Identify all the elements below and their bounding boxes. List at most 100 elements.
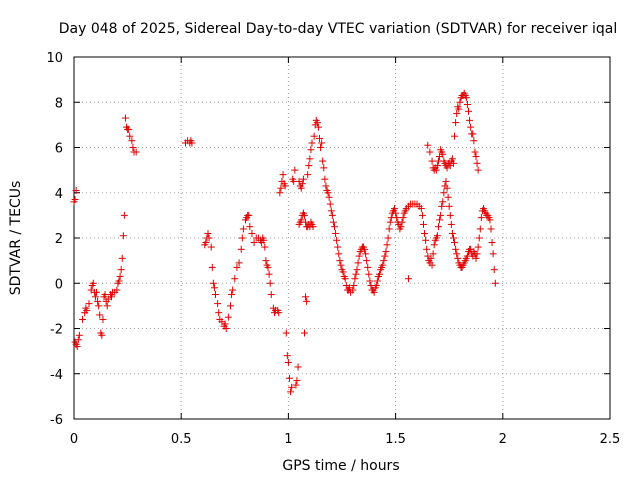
data-point bbox=[125, 125, 133, 133]
data-point bbox=[117, 266, 125, 274]
data-point bbox=[475, 234, 483, 242]
data-point bbox=[262, 257, 270, 265]
data-point bbox=[310, 132, 318, 140]
data-point bbox=[470, 137, 478, 145]
data-point bbox=[282, 329, 290, 337]
data-point bbox=[313, 119, 321, 127]
data-point bbox=[393, 214, 401, 222]
data-point bbox=[235, 259, 243, 267]
data-point bbox=[437, 211, 445, 219]
data-point bbox=[322, 182, 330, 190]
data-point bbox=[248, 229, 256, 237]
data-point bbox=[121, 114, 129, 122]
data-point bbox=[93, 288, 101, 296]
data-point bbox=[424, 141, 432, 149]
data-point bbox=[277, 184, 285, 192]
data-point bbox=[429, 250, 437, 258]
data-point bbox=[113, 286, 121, 294]
data-point bbox=[304, 171, 312, 179]
data-point bbox=[239, 225, 247, 233]
y-tick-label: 2 bbox=[55, 232, 63, 247]
data-point bbox=[449, 234, 457, 242]
data-point bbox=[276, 189, 284, 197]
data-point bbox=[489, 250, 497, 258]
data-point bbox=[451, 239, 459, 247]
data-point bbox=[398, 218, 406, 226]
data-point bbox=[364, 263, 372, 271]
data-point bbox=[227, 302, 235, 310]
data-point bbox=[349, 286, 357, 294]
data-point bbox=[382, 248, 390, 256]
data-point bbox=[204, 229, 212, 237]
data-point bbox=[205, 234, 213, 242]
x-tick-label: 1 bbox=[284, 432, 292, 447]
data-point bbox=[115, 277, 123, 285]
data-point bbox=[318, 139, 326, 147]
data-point bbox=[283, 352, 291, 360]
data-point bbox=[474, 243, 482, 251]
data-point bbox=[297, 216, 305, 224]
data-point bbox=[439, 150, 447, 158]
data-point bbox=[466, 116, 474, 124]
data-point bbox=[128, 137, 136, 145]
data-point bbox=[224, 313, 232, 321]
data-point bbox=[486, 216, 494, 224]
data-point bbox=[386, 218, 394, 226]
data-point bbox=[96, 311, 104, 319]
data-point bbox=[85, 300, 93, 308]
data-point bbox=[238, 234, 246, 242]
y-tick-label: 10 bbox=[46, 51, 63, 66]
data-point bbox=[452, 119, 460, 127]
data-point bbox=[381, 252, 389, 260]
data-point bbox=[391, 205, 399, 213]
data-point bbox=[434, 223, 442, 231]
data-point bbox=[73, 343, 81, 351]
data-point bbox=[455, 105, 463, 113]
data-point bbox=[285, 374, 293, 382]
data-point bbox=[432, 166, 440, 174]
data-point bbox=[320, 164, 328, 172]
data-point bbox=[352, 270, 360, 278]
data-point bbox=[452, 245, 460, 253]
data-point bbox=[397, 223, 405, 231]
data-point bbox=[83, 306, 91, 314]
data-point bbox=[467, 123, 475, 131]
data-point bbox=[427, 254, 435, 262]
data-point bbox=[250, 239, 258, 247]
data-point bbox=[79, 315, 87, 323]
data-point bbox=[264, 263, 272, 271]
data-point bbox=[325, 193, 333, 201]
data-point bbox=[451, 132, 459, 140]
x-tick-labels: 0 0.5 1 1.5 2 2.5 bbox=[70, 432, 620, 447]
data-point bbox=[488, 239, 496, 247]
data-point bbox=[129, 144, 137, 151]
data-point bbox=[438, 202, 446, 210]
data-point bbox=[365, 270, 373, 278]
data-point bbox=[120, 211, 128, 219]
data-point bbox=[472, 153, 480, 161]
data-point bbox=[291, 166, 299, 174]
data-point bbox=[426, 148, 434, 156]
data-point bbox=[275, 309, 283, 317]
data-point bbox=[419, 220, 427, 228]
data-point bbox=[350, 282, 358, 290]
data-point bbox=[442, 177, 450, 185]
data-point bbox=[294, 363, 302, 371]
data-point bbox=[376, 270, 384, 278]
data-point bbox=[297, 184, 305, 192]
data-point bbox=[132, 148, 140, 156]
data-point bbox=[366, 277, 374, 285]
data-point bbox=[428, 157, 436, 165]
data-point bbox=[464, 107, 472, 115]
data-points bbox=[70, 89, 499, 396]
data-point bbox=[305, 162, 313, 170]
data-point bbox=[303, 297, 311, 305]
data-point bbox=[456, 98, 464, 106]
x-tick-label: 0 bbox=[70, 432, 78, 447]
x-axis-label: GPS time / hours bbox=[282, 458, 399, 474]
data-point bbox=[341, 275, 349, 283]
y-tick-label: -4 bbox=[50, 368, 63, 383]
data-point bbox=[339, 268, 347, 276]
data-point bbox=[444, 193, 452, 201]
